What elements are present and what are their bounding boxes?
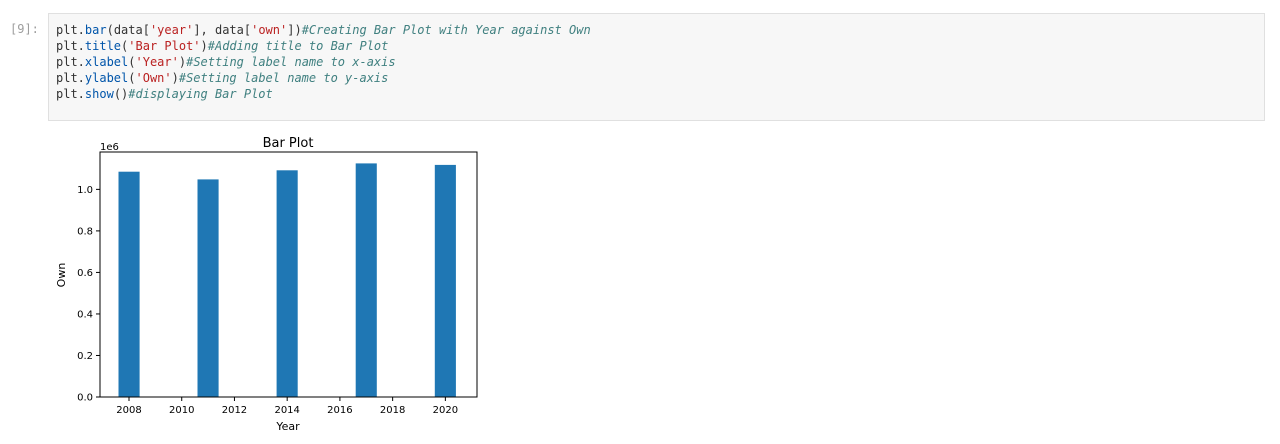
cell-prompt: [9]: [10, 22, 39, 36]
y-tick-label: 1.0 [77, 185, 93, 196]
code-token: plt. [56, 39, 85, 53]
code-token: ) [178, 55, 187, 69]
y-tick-label: 0.8 [77, 226, 93, 237]
plot-frame [99, 151, 478, 398]
code-token: show [84, 87, 114, 101]
bar-2017 [355, 163, 377, 397]
x-axis-label: Year [275, 420, 300, 433]
bar-chart: Bar Plot 1e6 2008 2010 2012 2014 2016 2018 202… [55, 136, 478, 433]
cell-output: Bar Plot 1e6 2008 2010 2012 2014 2016 2018 202… [48, 128, 488, 438]
x-tick-label: 2016 [327, 405, 352, 416]
code-token: plt. [56, 71, 85, 85]
code-token: ( [128, 55, 136, 69]
code-token: title [84, 39, 122, 53]
x-tick-label: 2014 [274, 405, 299, 416]
chart-title: Bar Plot [263, 136, 314, 151]
code-token: #Creating Bar Plot with Year against Own [301, 23, 591, 37]
code-token: ( [121, 39, 129, 53]
bar-2020 [434, 164, 456, 397]
code-token: #displaying Bar Plot [128, 87, 273, 101]
x-tick-label: 2020 [433, 405, 458, 416]
y-tick-label: 0.6 [77, 268, 93, 279]
code-token: ylabel [84, 71, 129, 85]
code-token: ) [171, 71, 179, 85]
y-tick-label: 0.0 [77, 393, 93, 404]
y-tick-label: 0.4 [77, 309, 93, 320]
code-token: ( [128, 71, 136, 85]
code-token: ]) [287, 23, 302, 37]
code-token: ) [200, 39, 208, 53]
code-token: #Setting label name to y-axis [178, 71, 389, 85]
code-token: ], data[ [193, 23, 252, 37]
code-token: 'Bar Plot' [128, 39, 201, 53]
code-token: 'Own' [135, 71, 172, 85]
code-token: 'year' [149, 23, 194, 37]
code-token: plt. [56, 87, 85, 101]
code-token: 'own' [251, 23, 288, 37]
code-token: xlabel [84, 55, 129, 69]
code-token: plt. [56, 55, 85, 69]
code-token: #Setting label name to x-axis [186, 55, 396, 69]
x-tick-label: 2008 [116, 405, 141, 416]
code-token: (data[ [106, 23, 150, 37]
code-token: () [113, 87, 129, 101]
code-line-4: plt.ylabel('Own')#Setting label name to … [56, 70, 1264, 86]
code-cell[interactable]: plt.bar(data['year'], data['own'])#Creat… [48, 13, 1265, 121]
x-tick-label: 2018 [380, 405, 405, 416]
y-tick-label: 0.2 [77, 351, 93, 362]
x-tick-label: 2010 [169, 405, 194, 416]
bar-2011 [197, 179, 219, 397]
code-line-2: plt.title('Bar Plot')#Adding title to Ba… [56, 38, 1264, 54]
code-token: 'Year' [135, 55, 179, 69]
code-editor[interactable]: plt.bar(data['year'], data['own'])#Creat… [56, 22, 1264, 102]
bar-2008 [118, 171, 140, 397]
code-line-5: plt.show()#displaying Bar Plot [56, 86, 1264, 102]
bar-2014 [276, 170, 298, 397]
code-token: bar [84, 23, 107, 37]
x-tick-label: 2012 [222, 405, 247, 416]
code-token: plt. [56, 23, 85, 37]
code-token: #Adding title to Bar Plot [207, 39, 389, 53]
y-offset-label: 1e6 [100, 142, 119, 153]
y-axis-label: Own [55, 263, 68, 288]
code-line-3: plt.xlabel('Year')#Setting label name to… [56, 54, 1264, 70]
code-line-1: plt.bar(data['year'], data['own'])#Creat… [56, 22, 1264, 38]
